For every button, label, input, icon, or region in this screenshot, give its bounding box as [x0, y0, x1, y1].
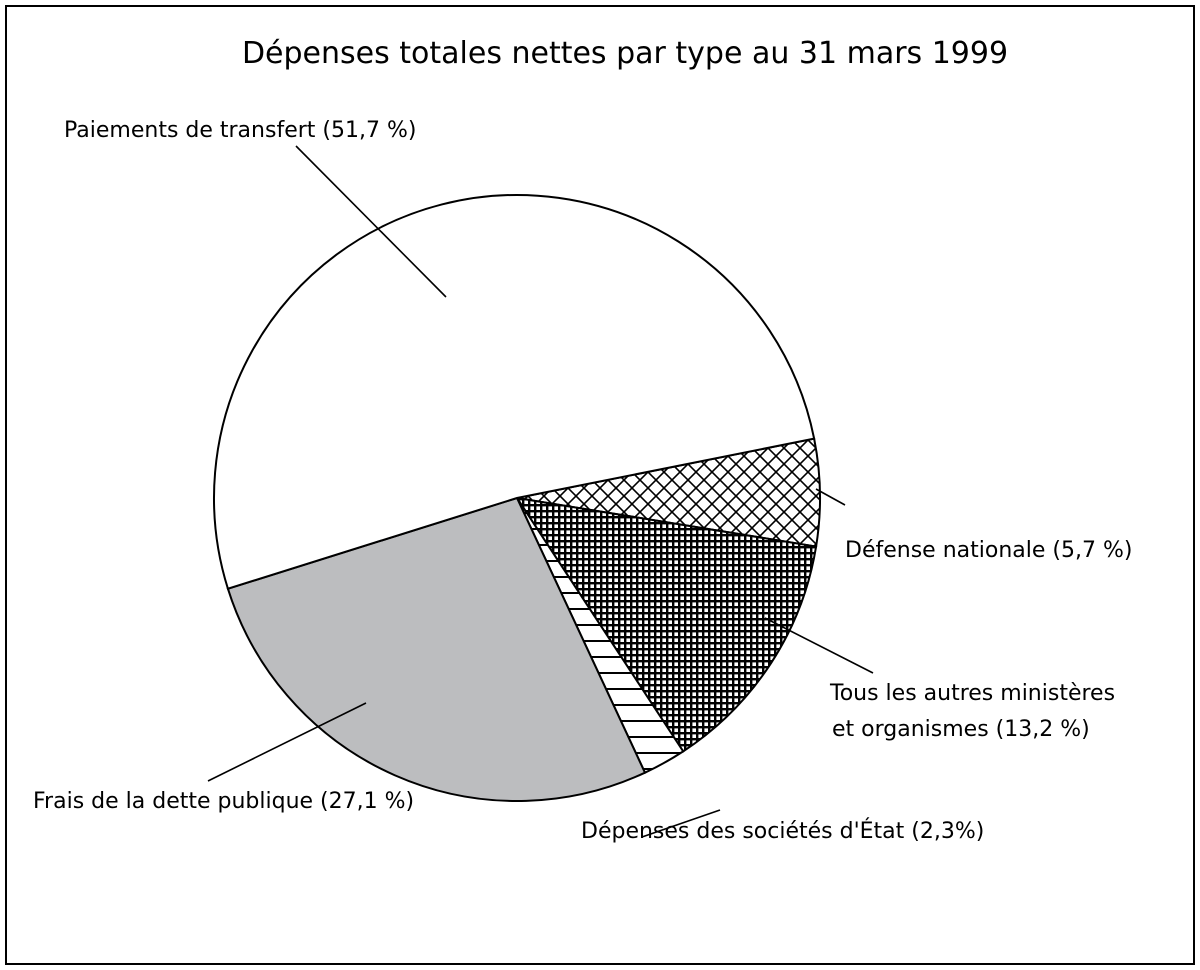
- chart-title: Dépenses totales nettes par type au 31 m…: [242, 36, 1008, 71]
- pie-slice-transfert: [213, 194, 816, 590]
- labels-layer: Défense nationale (5,7 %) Tous les autres…: [33, 118, 1132, 844]
- pie-slice-dette: [226, 496, 647, 802]
- slice-label-autres-line-1: Tous les autres ministères: [829, 681, 1115, 706]
- leader-line-societes: [641, 809, 721, 838]
- slice-label-transfert: Paiements de transfert (51,7 %): [64, 118, 416, 143]
- slice-label-autres-line-2: et organismes (13,2 %): [832, 717, 1090, 742]
- chart-frame: [5, 5, 1195, 965]
- slices-layer: [213, 194, 821, 802]
- slice-label-societes: Dépenses des sociétés d'État (2,3%): [581, 818, 984, 844]
- pie-slice-autres: [514, 496, 818, 753]
- slice-label-dette: Frais de la dette publique (27,1 %): [33, 789, 414, 814]
- leader-line-dette: [207, 702, 367, 782]
- slice-label-defense: Défense nationale (5,7 %): [845, 538, 1132, 563]
- leader-line-transfert: [295, 145, 447, 298]
- leader-line-defense: [815, 488, 846, 506]
- leader-line-autres: [764, 617, 874, 674]
- leaders-layer: [207, 145, 874, 838]
